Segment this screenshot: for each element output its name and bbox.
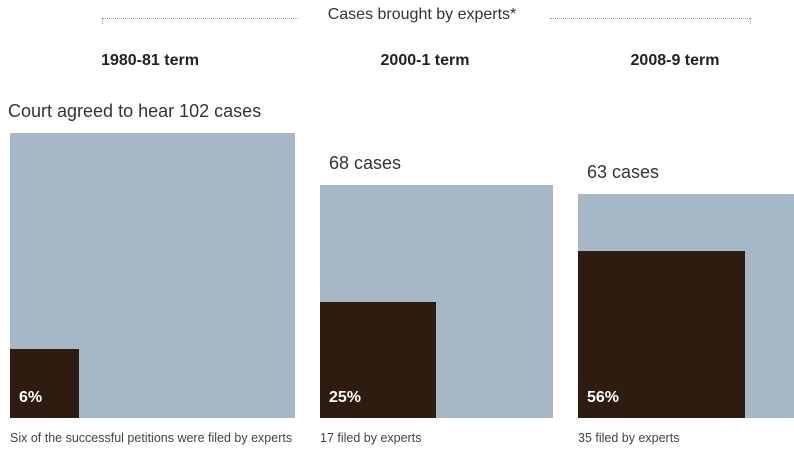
term-label-2008-9: 2008-9 term <box>630 52 720 69</box>
total-cases-label-2008-9: 63 cases <box>587 162 660 183</box>
header-rule-left-tick <box>102 18 103 24</box>
expert-cases-box-1980-81 <box>10 348 80 418</box>
chart-title: Cases brought by experts* <box>327 6 517 23</box>
note-2000-1: 17 filed by experts <box>320 431 422 445</box>
total-cases-label-1980-81: Court agreed to hear 102 cases <box>8 101 262 121</box>
expert-cases-box-2000-1 <box>320 301 437 418</box>
header-rule-left <box>102 18 298 19</box>
chart-header: Cases brought by experts* <box>0 6 794 30</box>
note-2008-9: 35 filed by experts <box>578 431 680 445</box>
note-1980-81: Six of the successful petitions were fil… <box>10 431 293 445</box>
term-label-1980-81: 1980-81 term <box>101 52 199 69</box>
expert-share-label-2008-9: 56% <box>587 389 620 406</box>
expert-cases-box-2008-9 <box>578 251 745 418</box>
term-label-2000-1: 2000-1 term <box>380 52 470 69</box>
expert-share-label-2000-1: 25% <box>329 389 362 406</box>
expert-share-label-1980-81: 6% <box>19 389 43 406</box>
total-cases-label-2000-1: 68 cases <box>329 153 402 174</box>
header-rule-right-tick <box>750 18 751 24</box>
header-rule-right <box>550 18 750 19</box>
